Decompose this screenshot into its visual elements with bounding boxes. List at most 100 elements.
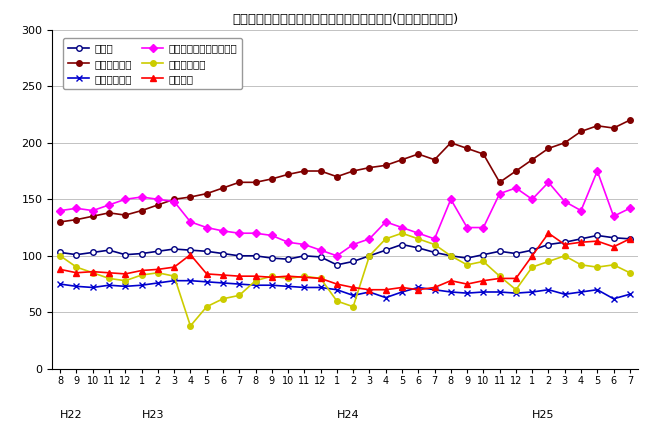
輸送機械工業 — [529, 265, 536, 270]
輸送機械工業 — [203, 304, 211, 309]
化学工業 — [300, 275, 309, 280]
鉱工業 — [398, 242, 406, 247]
一般機械工業 — [593, 123, 601, 128]
鉱工業 — [203, 249, 211, 254]
電気機械工業 — [431, 287, 439, 292]
Line: 電子部品・デバイス工業: 電子部品・デバイス工業 — [57, 168, 633, 259]
一般機械工業 — [105, 210, 113, 215]
電気機械工業 — [105, 283, 113, 288]
電気機械工業 — [56, 282, 64, 287]
電気機械工業 — [479, 290, 487, 295]
電気機械工業 — [284, 284, 292, 289]
電気機械工業 — [154, 280, 162, 285]
電気機械工業 — [300, 285, 309, 290]
鉱工業 — [154, 249, 162, 254]
鉱工業 — [300, 253, 309, 258]
化学工業 — [236, 273, 243, 279]
一般機械工業 — [121, 212, 129, 218]
電子部品・デバイス工業 — [593, 168, 601, 173]
電気機械工業 — [236, 282, 243, 287]
一般機械工業 — [219, 185, 227, 190]
電子部品・デバイス工業 — [138, 195, 146, 200]
鉱工業 — [479, 252, 487, 257]
電子部品・デバイス工業 — [219, 229, 227, 234]
輸送機械工業 — [73, 265, 81, 270]
化学工業 — [512, 276, 519, 281]
化学工業 — [479, 278, 487, 283]
電子部品・デバイス工業 — [105, 202, 113, 207]
化学工業 — [349, 285, 357, 290]
一般機械工業 — [333, 174, 340, 179]
鉱工業 — [626, 236, 633, 241]
鉱工業 — [447, 253, 454, 258]
輸送機械工業 — [381, 236, 389, 241]
電子部品・デバイス工業 — [203, 225, 211, 230]
電気機械工業 — [626, 292, 633, 297]
鉱工業 — [268, 256, 276, 261]
化学工業 — [251, 273, 259, 279]
化学工業 — [593, 239, 601, 244]
化学工業 — [609, 244, 617, 249]
輸送機械工業 — [495, 273, 503, 279]
鉱工業 — [219, 251, 227, 256]
一般機械工業 — [529, 157, 536, 162]
輸送機械工業 — [447, 253, 454, 258]
鉱工業 — [366, 253, 374, 258]
輸送機械工業 — [251, 278, 259, 283]
電気機械工業 — [544, 287, 552, 292]
化学工業 — [529, 253, 536, 258]
化学工業 — [626, 236, 633, 241]
Text: H25: H25 — [533, 410, 555, 420]
化学工業 — [431, 285, 439, 290]
電子部品・デバイス工業 — [366, 236, 374, 241]
一般機械工業 — [366, 165, 374, 170]
電子部品・デバイス工業 — [512, 185, 519, 190]
一般機械工業 — [561, 140, 569, 145]
電子部品・デバイス工業 — [609, 214, 617, 219]
一般機械工業 — [544, 146, 552, 151]
輸送機械工業 — [349, 304, 357, 309]
輸送機械工業 — [544, 259, 552, 264]
鉱工業 — [463, 256, 471, 261]
電子部品・デバイス工業 — [463, 225, 471, 230]
Legend: 鉱工業, 一般機械工業, 電気機械工業, 電子部品・デバイス工業, 輸送機械工業, 化学工業: 鉱工業, 一般機械工業, 電気機械工業, 電子部品・デバイス工業, 輸送機械工業… — [63, 38, 242, 89]
輸送機械工業 — [463, 262, 471, 268]
化学工業 — [284, 273, 292, 279]
電気機械工業 — [170, 278, 178, 283]
電気機械工業 — [512, 290, 519, 296]
一般機械工業 — [414, 151, 422, 156]
輸送機械工業 — [593, 265, 601, 270]
一般機械工業 — [236, 180, 243, 185]
電気機械工業 — [138, 283, 146, 288]
一般機械工業 — [56, 219, 64, 224]
電子部品・デバイス工業 — [121, 197, 129, 202]
一般機械工業 — [495, 180, 503, 185]
化学工業 — [414, 287, 422, 292]
電気機械工業 — [349, 293, 357, 298]
一般機械工業 — [203, 191, 211, 196]
電気機械工業 — [593, 287, 601, 292]
電気機械工業 — [251, 283, 259, 288]
輸送機械工業 — [170, 273, 178, 279]
電気機械工業 — [414, 285, 422, 290]
電子部品・デバイス工業 — [170, 199, 178, 204]
輸送機械工業 — [316, 276, 324, 281]
電子部品・デバイス工業 — [529, 197, 536, 202]
電気機械工業 — [398, 290, 406, 295]
化学工業 — [203, 271, 211, 276]
一般機械工業 — [170, 197, 178, 202]
電子部品・デバイス工業 — [349, 242, 357, 247]
輸送機械工業 — [479, 259, 487, 264]
一般機械工業 — [138, 208, 146, 213]
電気機械工業 — [219, 280, 227, 285]
化学工業 — [138, 268, 146, 273]
鉱工業 — [316, 254, 324, 259]
輸送機械工業 — [105, 276, 113, 281]
Line: 鉱工業: 鉱工業 — [57, 233, 633, 268]
輸送機械工業 — [138, 273, 146, 278]
電気機械工業 — [73, 284, 81, 289]
電気機械工業 — [495, 290, 503, 295]
電子部品・デバイス工業 — [381, 219, 389, 224]
電気機械工業 — [316, 285, 324, 290]
電子部品・デバイス工業 — [236, 231, 243, 236]
